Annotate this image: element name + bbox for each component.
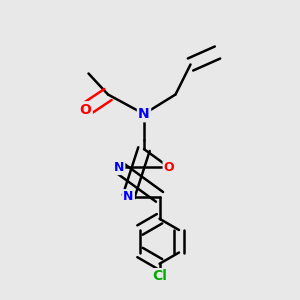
Text: Cl: Cl — [152, 269, 167, 284]
Text: N: N — [123, 190, 134, 203]
Text: O: O — [164, 161, 174, 174]
Text: N: N — [114, 161, 124, 174]
Text: O: O — [80, 103, 92, 116]
Text: N: N — [138, 107, 150, 121]
